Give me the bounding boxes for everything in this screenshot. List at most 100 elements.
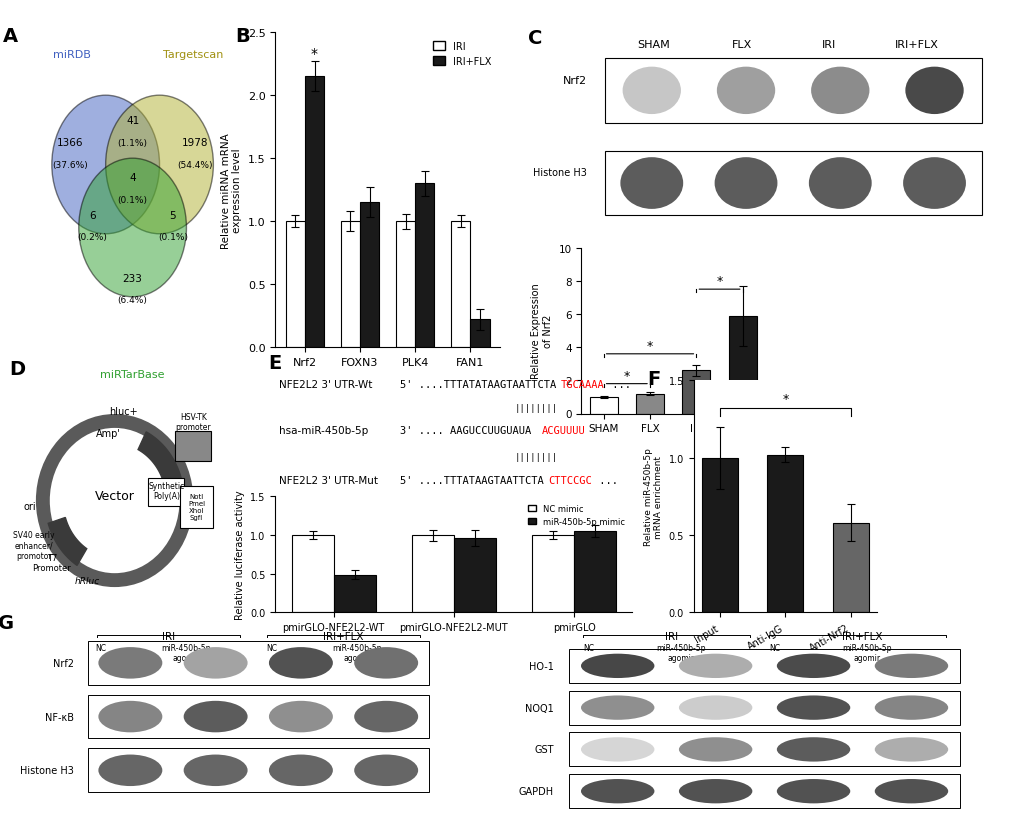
Ellipse shape bbox=[269, 647, 332, 679]
Text: *: * bbox=[623, 369, 630, 383]
Bar bbox=[682, 371, 709, 414]
Bar bbox=[589, 397, 616, 414]
Text: Targetscan: Targetscan bbox=[163, 51, 223, 60]
Text: IRI+FLX: IRI+FLX bbox=[323, 631, 364, 641]
Text: 5' ....TTTATAAGTAATTCTA: 5' ....TTTATAAGTAATTCTA bbox=[400, 476, 543, 486]
Ellipse shape bbox=[776, 738, 850, 762]
Polygon shape bbox=[138, 432, 182, 489]
Bar bbox=[415, 184, 434, 348]
Text: (0.1%): (0.1%) bbox=[158, 233, 187, 242]
Ellipse shape bbox=[679, 696, 752, 720]
Text: ACGUUUU: ACGUUUU bbox=[541, 426, 585, 436]
Bar bbox=[412, 536, 453, 613]
FancyBboxPatch shape bbox=[175, 431, 211, 461]
Bar bbox=[88, 749, 428, 792]
Bar bbox=[291, 536, 333, 613]
Text: IRI: IRI bbox=[162, 631, 175, 641]
Bar bbox=[604, 59, 980, 123]
Ellipse shape bbox=[776, 654, 850, 678]
Text: HSV-TK
promoter: HSV-TK promoter bbox=[175, 412, 211, 431]
Text: Nrf2: Nrf2 bbox=[562, 75, 586, 85]
Y-axis label: Relative Expression
of Nrf2: Relative Expression of Nrf2 bbox=[531, 283, 552, 379]
Bar bbox=[395, 222, 415, 348]
Text: 6: 6 bbox=[89, 210, 96, 220]
Text: CTTCCGC: CTTCCGC bbox=[547, 476, 591, 486]
Text: miR-450b-5p
agomir: miR-450b-5p agomir bbox=[162, 643, 211, 662]
Ellipse shape bbox=[714, 158, 776, 209]
Text: ...: ... bbox=[605, 379, 631, 389]
Ellipse shape bbox=[808, 158, 871, 209]
Ellipse shape bbox=[810, 68, 868, 115]
Bar bbox=[88, 641, 428, 685]
Bar bbox=[569, 649, 960, 683]
Ellipse shape bbox=[776, 696, 850, 720]
Ellipse shape bbox=[78, 159, 186, 297]
Text: miR-450b-5p
agomir: miR-450b-5p agomir bbox=[656, 643, 705, 662]
Text: A: A bbox=[2, 26, 17, 46]
Legend: NC mimic, miR-450b-5p mimic: NC mimic, miR-450b-5p mimic bbox=[524, 501, 628, 530]
Y-axis label: Relative miR-450b-5p
mRNA enrichment: Relative miR-450b-5p mRNA enrichment bbox=[643, 448, 662, 546]
Ellipse shape bbox=[622, 68, 681, 115]
Text: miR-450b-5p
agomir: miR-450b-5p agomir bbox=[842, 643, 892, 662]
Bar bbox=[305, 77, 324, 348]
Text: hluc+: hluc+ bbox=[109, 407, 138, 416]
Ellipse shape bbox=[183, 754, 248, 786]
Ellipse shape bbox=[354, 754, 418, 786]
Bar bbox=[453, 538, 495, 613]
Bar bbox=[569, 733, 960, 767]
Text: NC: NC bbox=[96, 643, 107, 652]
Text: Vector: Vector bbox=[95, 489, 135, 503]
Polygon shape bbox=[48, 518, 87, 566]
Ellipse shape bbox=[183, 647, 248, 679]
Text: Amp': Amp' bbox=[96, 428, 120, 438]
Bar bbox=[574, 532, 615, 613]
FancyBboxPatch shape bbox=[179, 486, 213, 528]
Bar bbox=[833, 523, 868, 613]
Text: 5' ....TTTATATAAGTAATTCTA: 5' ....TTTATATAAGTAATTCTA bbox=[400, 379, 556, 389]
Bar bbox=[450, 222, 470, 348]
Ellipse shape bbox=[98, 754, 162, 786]
Text: hsa-miR-450b-5p: hsa-miR-450b-5p bbox=[279, 426, 368, 436]
Bar bbox=[701, 458, 737, 613]
Text: miRTarBase: miRTarBase bbox=[100, 369, 165, 379]
Text: B: B bbox=[234, 26, 250, 46]
Bar bbox=[766, 455, 803, 613]
Text: NC: NC bbox=[768, 643, 780, 652]
Ellipse shape bbox=[679, 738, 752, 762]
Ellipse shape bbox=[98, 647, 162, 679]
Ellipse shape bbox=[620, 158, 683, 209]
Ellipse shape bbox=[98, 701, 162, 733]
Text: ||||||||: |||||||| bbox=[514, 403, 557, 412]
Ellipse shape bbox=[106, 96, 213, 234]
Ellipse shape bbox=[902, 158, 965, 209]
Ellipse shape bbox=[874, 738, 948, 762]
Ellipse shape bbox=[581, 738, 654, 762]
Ellipse shape bbox=[679, 654, 752, 678]
Text: miRDB: miRDB bbox=[53, 51, 91, 60]
Ellipse shape bbox=[874, 696, 948, 720]
Text: 41: 41 bbox=[126, 116, 139, 126]
Text: *: * bbox=[782, 392, 788, 406]
Ellipse shape bbox=[52, 96, 159, 234]
Ellipse shape bbox=[269, 754, 332, 786]
Bar bbox=[636, 394, 663, 414]
Text: 1366: 1366 bbox=[56, 138, 83, 148]
Text: NOQ1: NOQ1 bbox=[525, 703, 553, 713]
Text: *: * bbox=[311, 47, 318, 60]
Text: (1.1%): (1.1%) bbox=[117, 139, 148, 147]
Bar bbox=[333, 575, 375, 613]
Circle shape bbox=[64, 445, 165, 557]
Text: IRI+FLX: IRI+FLX bbox=[894, 40, 937, 50]
Text: NF-κB: NF-κB bbox=[45, 712, 74, 722]
Bar bbox=[285, 222, 305, 348]
Y-axis label: Relative miRNA mRNA
expression level: Relative miRNA mRNA expression level bbox=[220, 132, 243, 248]
Ellipse shape bbox=[874, 779, 948, 803]
Ellipse shape bbox=[716, 68, 774, 115]
Text: FLX: FLX bbox=[731, 40, 751, 50]
Bar bbox=[532, 536, 574, 613]
Ellipse shape bbox=[776, 779, 850, 803]
Text: IRI+FLX: IRI+FLX bbox=[842, 631, 881, 641]
Bar bbox=[360, 203, 379, 348]
Text: GST: GST bbox=[534, 744, 553, 754]
Bar bbox=[569, 691, 960, 724]
